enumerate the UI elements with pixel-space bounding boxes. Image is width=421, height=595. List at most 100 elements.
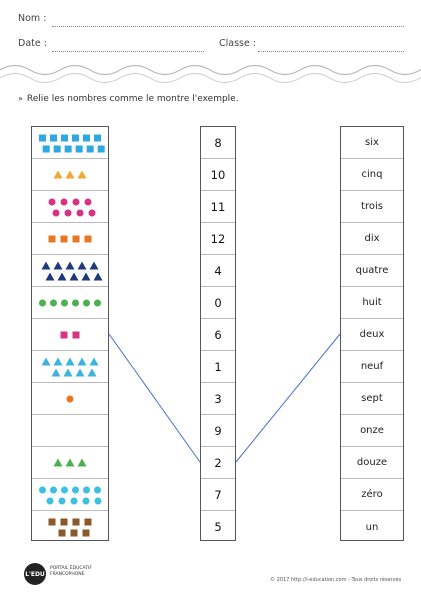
triangle-mark bbox=[53, 458, 63, 466]
number-label: 2 bbox=[214, 455, 222, 470]
shapes-cell[interactable] bbox=[32, 447, 108, 479]
word-cell[interactable]: douze bbox=[341, 447, 403, 479]
word-cell[interactable]: huit bbox=[341, 287, 403, 319]
shapes-cell[interactable] bbox=[32, 479, 108, 511]
number-cell[interactable]: 9 bbox=[201, 415, 235, 447]
number-label: 4 bbox=[214, 263, 222, 278]
logo-line2: FRANCOPHONE bbox=[50, 572, 85, 577]
square-mark bbox=[53, 145, 61, 152]
circle-mark bbox=[58, 497, 66, 504]
shapes-cell[interactable] bbox=[32, 351, 108, 383]
word-cell[interactable]: six bbox=[341, 127, 403, 159]
shapes-column bbox=[31, 126, 109, 541]
word-cell[interactable]: un bbox=[341, 511, 403, 543]
number-cell[interactable]: 10 bbox=[201, 159, 235, 191]
shape-group bbox=[48, 235, 92, 242]
circle-mark bbox=[46, 497, 54, 504]
number-cell[interactable]: 1 bbox=[201, 351, 235, 383]
triangle-mark bbox=[77, 261, 87, 269]
shape-group bbox=[60, 331, 80, 338]
triangle-mark bbox=[63, 368, 73, 376]
word-cell[interactable]: cinq bbox=[341, 159, 403, 191]
circle-mark bbox=[61, 486, 68, 493]
shapes-cell[interactable] bbox=[32, 383, 108, 415]
triangle-mark bbox=[65, 261, 75, 269]
number-label: 12 bbox=[210, 231, 226, 246]
shape-group bbox=[53, 458, 87, 466]
triangle-mark bbox=[81, 272, 91, 280]
number-cell[interactable]: 2 bbox=[201, 447, 235, 479]
circle-mark bbox=[72, 486, 79, 493]
triangle-mark bbox=[77, 458, 87, 466]
triangle-mark bbox=[65, 357, 75, 365]
shape-group bbox=[32, 416, 108, 446]
shape-group bbox=[66, 395, 74, 402]
shapes-cell[interactable] bbox=[32, 287, 108, 319]
example-link-shapes-to-number bbox=[108, 333, 201, 463]
shapes-cell[interactable] bbox=[32, 255, 108, 287]
class-field[interactable] bbox=[258, 51, 404, 52]
word-label: trois bbox=[361, 201, 383, 212]
square-mark bbox=[82, 529, 90, 537]
shape-group bbox=[48, 518, 92, 537]
name-label: Nom : bbox=[18, 13, 47, 24]
shapes-cell[interactable] bbox=[32, 191, 108, 223]
number-cell[interactable]: 4 bbox=[201, 255, 235, 287]
shapes-cell[interactable] bbox=[32, 223, 108, 255]
word-cell[interactable]: dix bbox=[341, 223, 403, 255]
word-cell[interactable]: neuf bbox=[341, 351, 403, 383]
circle-mark bbox=[72, 299, 79, 306]
shapes-cell[interactable] bbox=[32, 127, 108, 159]
class-label: Classe : bbox=[219, 38, 257, 49]
shapes-cell[interactable] bbox=[32, 319, 108, 351]
number-cell[interactable]: 6 bbox=[201, 319, 235, 351]
word-label: un bbox=[365, 521, 379, 533]
square-mark bbox=[83, 134, 90, 141]
number-label: 0 bbox=[214, 295, 222, 310]
circle-mark bbox=[83, 299, 90, 306]
square-mark bbox=[86, 145, 94, 152]
circle-mark bbox=[39, 486, 46, 493]
date-field[interactable] bbox=[52, 51, 204, 52]
number-label: 11 bbox=[210, 199, 226, 214]
triangle-mark bbox=[65, 170, 75, 178]
name-field[interactable] bbox=[52, 26, 404, 27]
copyright: © 2017 http://l-education.com - Tous dro… bbox=[270, 577, 402, 583]
shapes-cell[interactable] bbox=[32, 415, 108, 447]
number-cell[interactable]: 7 bbox=[201, 479, 235, 511]
square-mark bbox=[39, 134, 46, 141]
triangle-mark bbox=[77, 357, 87, 365]
number-cell[interactable]: 0 bbox=[201, 287, 235, 319]
number-label: 5 bbox=[214, 520, 222, 534]
words-column: six cinq trois dix quatre huit deux neuf sept onz… bbox=[340, 126, 404, 541]
number-cell[interactable]: 3 bbox=[201, 383, 235, 415]
word-label: quatre bbox=[355, 265, 389, 276]
circle-mark bbox=[66, 395, 74, 402]
square-mark bbox=[64, 145, 72, 152]
word-cell[interactable]: zéro bbox=[341, 479, 403, 511]
word-cell[interactable]: sept bbox=[341, 383, 403, 415]
number-cell[interactable]: 8 bbox=[201, 127, 235, 159]
word-cell[interactable]: onze bbox=[341, 415, 403, 447]
shape-group bbox=[53, 170, 87, 178]
word-cell[interactable]: quatre bbox=[341, 255, 403, 287]
shapes-cell[interactable] bbox=[32, 511, 108, 543]
circle-mark bbox=[52, 209, 60, 216]
triangle-mark bbox=[53, 357, 63, 365]
number-cell[interactable]: 5 bbox=[201, 511, 235, 543]
square-mark bbox=[94, 134, 101, 141]
shape-group bbox=[39, 134, 105, 152]
square-mark bbox=[48, 235, 56, 242]
circle-mark bbox=[94, 486, 101, 493]
number-label: 8 bbox=[214, 135, 222, 150]
shapes-cell[interactable] bbox=[32, 159, 108, 191]
number-cell[interactable]: 12 bbox=[201, 223, 235, 255]
circle-mark bbox=[76, 209, 84, 216]
triangle-mark bbox=[57, 272, 67, 280]
word-label: six bbox=[365, 137, 379, 148]
word-cell[interactable]: deux bbox=[341, 319, 403, 351]
square-mark bbox=[72, 134, 79, 141]
logo-text: PORTAIL ÉDUCATIF FRANCOPHONE bbox=[50, 566, 92, 578]
word-cell[interactable]: trois bbox=[341, 191, 403, 223]
number-cell[interactable]: 11 bbox=[201, 191, 235, 223]
